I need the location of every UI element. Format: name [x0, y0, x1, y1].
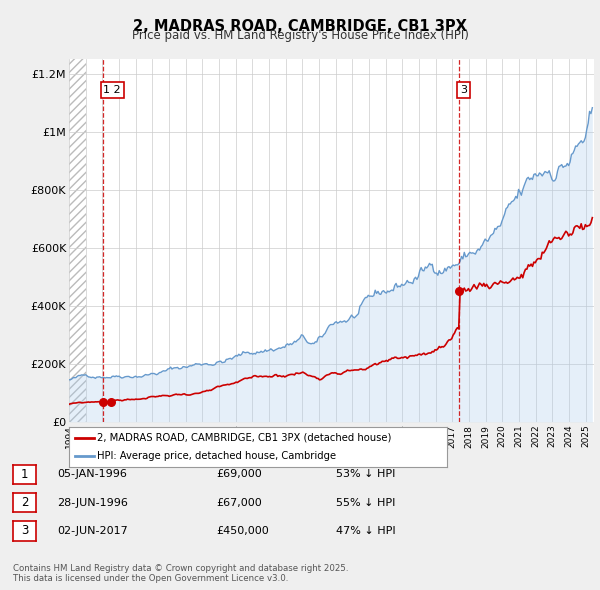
Point [455, 287, 464, 296]
Text: Contains HM Land Registry data © Crown copyright and database right 2025.
This d: Contains HM Land Registry data © Crown c… [13, 563, 349, 583]
Text: 55% ↓ HPI: 55% ↓ HPI [336, 498, 395, 507]
Text: Price paid vs. HM Land Registry's House Price Index (HPI): Price paid vs. HM Land Registry's House … [131, 30, 469, 42]
Text: £450,000: £450,000 [216, 526, 269, 536]
Point [106, 398, 115, 407]
Text: 2, MADRAS ROAD, CAMBRIDGE, CB1 3PX (detached house): 2, MADRAS ROAD, CAMBRIDGE, CB1 3PX (deta… [97, 433, 392, 443]
Text: 05-JAN-1996: 05-JAN-1996 [57, 470, 127, 479]
Text: 3: 3 [460, 85, 467, 95]
Text: 2, MADRAS ROAD, CAMBRIDGE, CB1 3PX: 2, MADRAS ROAD, CAMBRIDGE, CB1 3PX [133, 19, 467, 34]
Text: 53% ↓ HPI: 53% ↓ HPI [336, 470, 395, 479]
Text: 28-JUN-1996: 28-JUN-1996 [57, 498, 128, 507]
Text: £69,000: £69,000 [216, 470, 262, 479]
Text: 2: 2 [21, 496, 28, 509]
Point [98, 397, 107, 407]
Text: 1 2: 1 2 [103, 85, 121, 95]
Text: 1: 1 [21, 468, 28, 481]
Text: 47% ↓ HPI: 47% ↓ HPI [336, 526, 395, 536]
Text: £67,000: £67,000 [216, 498, 262, 507]
Text: 02-JUN-2017: 02-JUN-2017 [57, 526, 128, 536]
Text: HPI: Average price, detached house, Cambridge: HPI: Average price, detached house, Camb… [97, 451, 337, 461]
Text: 3: 3 [21, 525, 28, 537]
